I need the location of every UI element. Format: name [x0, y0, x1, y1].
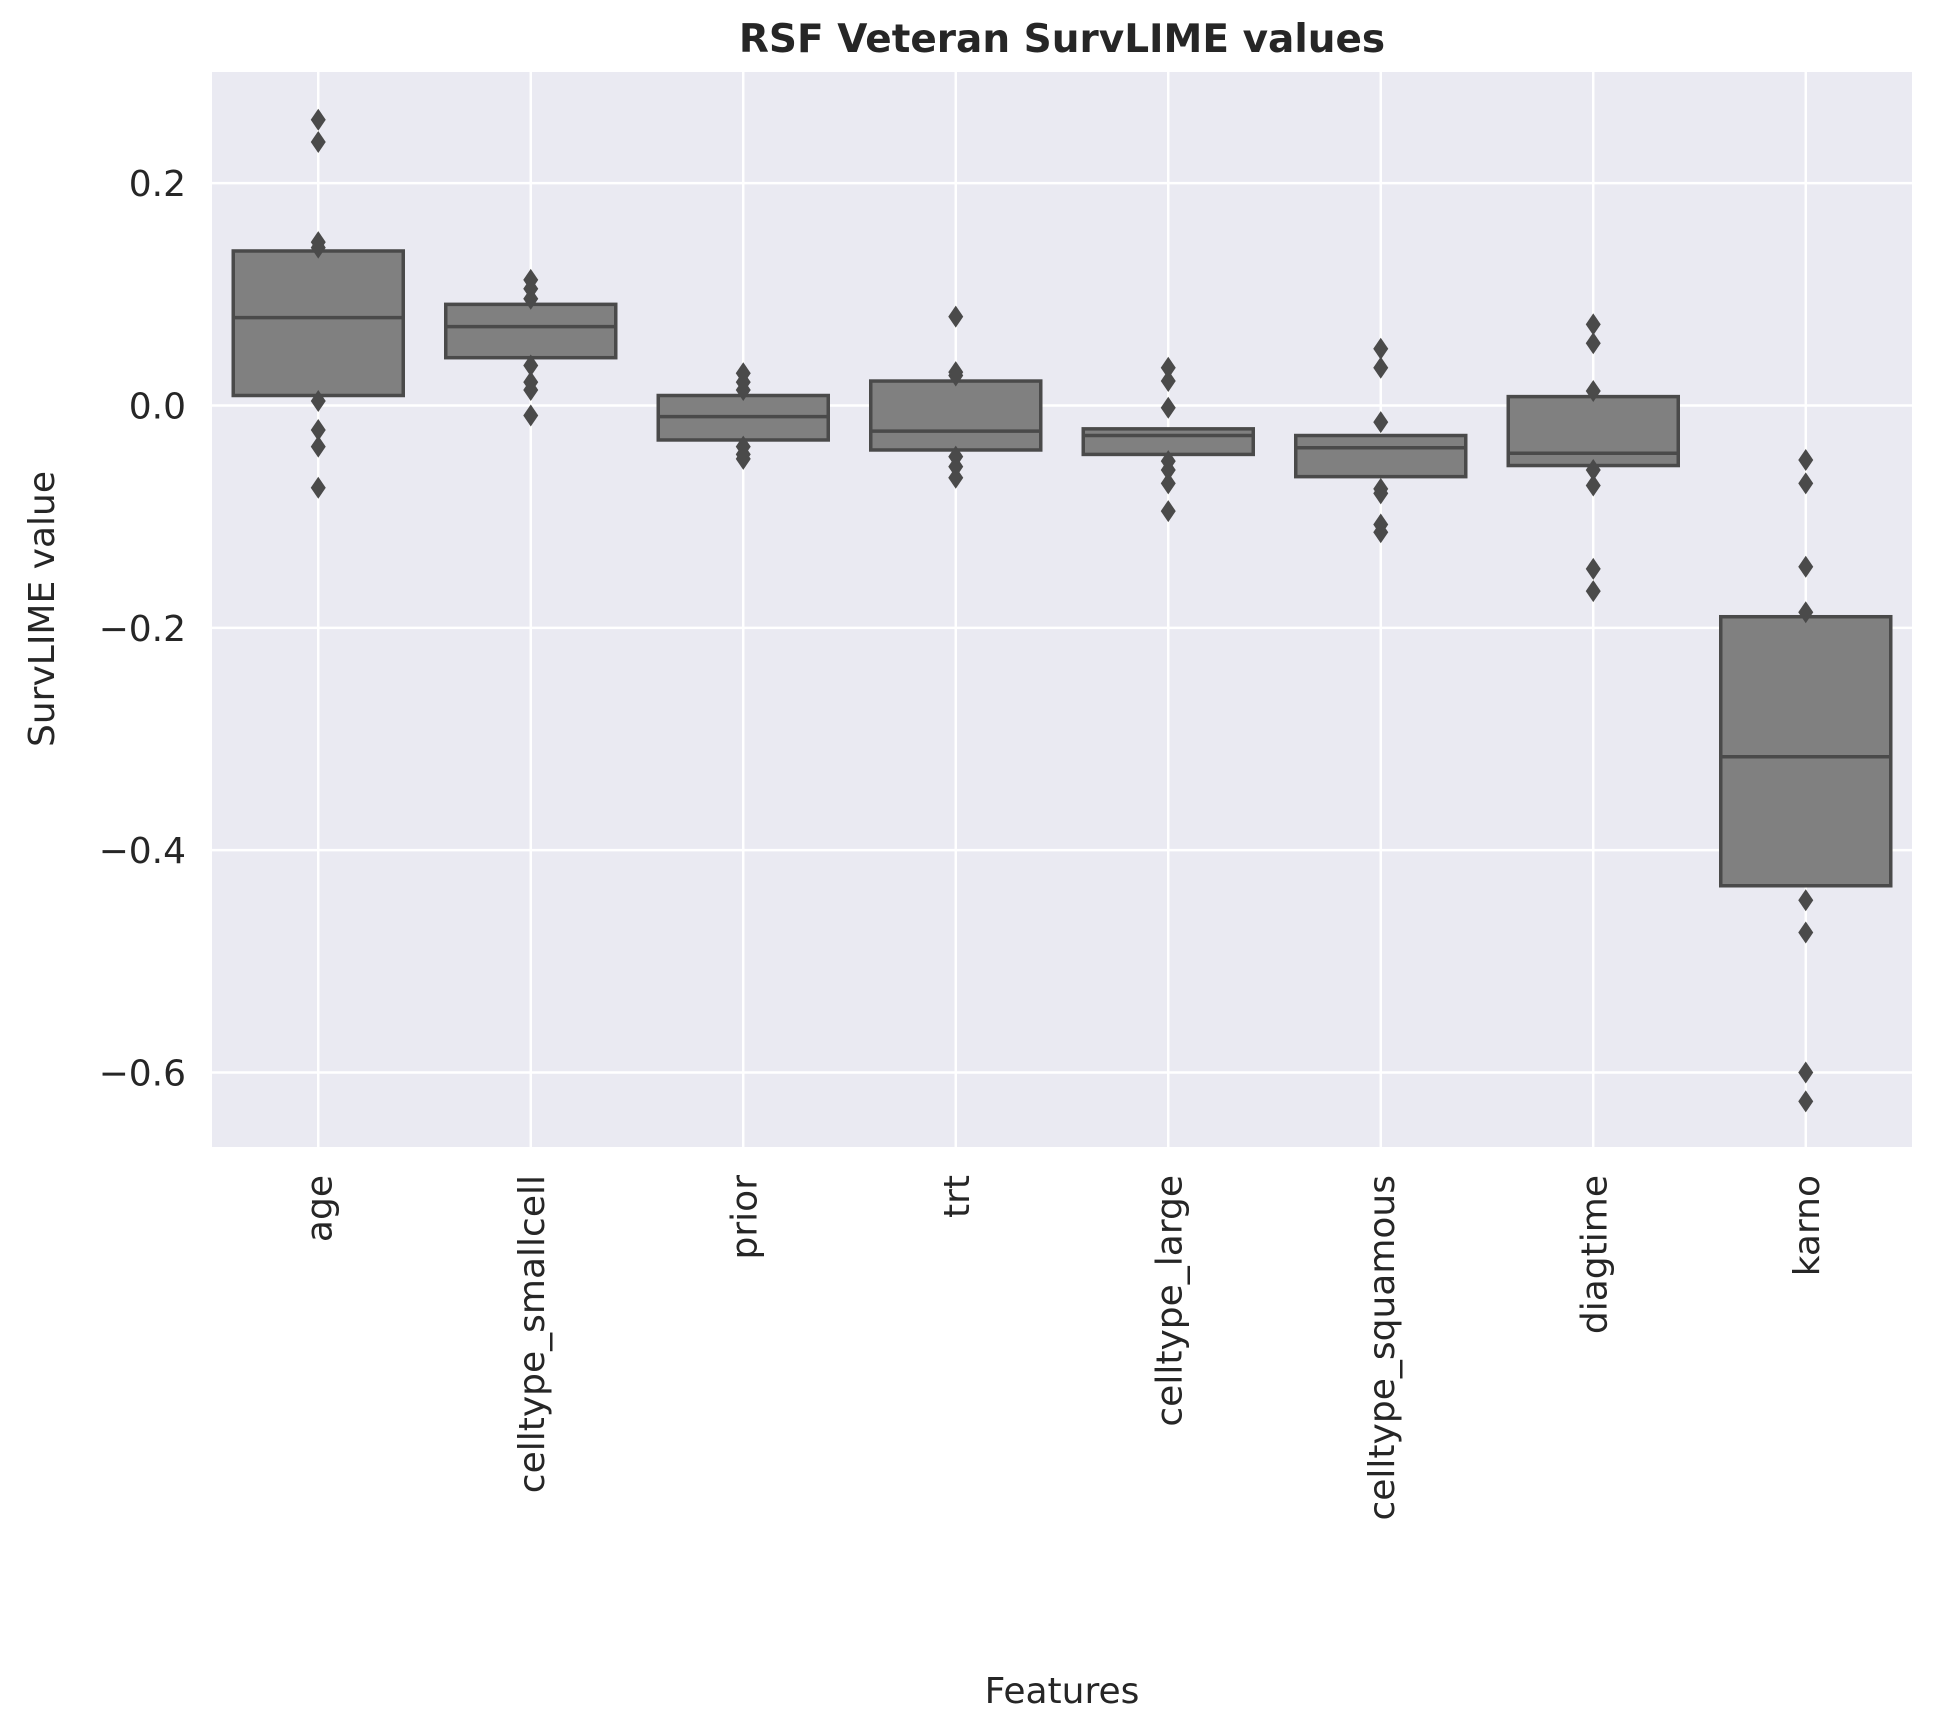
box — [444, 302, 618, 360]
flier-point — [1585, 458, 1601, 481]
box-group-age — [231, 108, 405, 499]
box — [869, 379, 1043, 452]
flier-point — [1585, 332, 1601, 355]
flier-point — [1373, 482, 1389, 505]
flier-point — [1160, 458, 1176, 481]
flier-point — [1160, 472, 1176, 495]
flier-point — [1798, 1061, 1814, 1084]
plot-background — [212, 72, 1912, 1147]
x-axis-title: Features — [985, 1671, 1140, 1712]
flier-point — [1160, 356, 1176, 379]
x-tick-label-trt: trt — [937, 1175, 978, 1218]
flier-point — [310, 476, 326, 499]
y-tick-label: −0.6 — [99, 1054, 186, 1095]
x-tick-label-prior: prior — [724, 1175, 765, 1260]
box-group-trt — [869, 305, 1043, 489]
flier-point — [310, 236, 326, 259]
flier-point — [1373, 337, 1389, 360]
flier-point — [1798, 448, 1814, 471]
flier-point — [1160, 500, 1176, 523]
flier-point — [1373, 411, 1389, 434]
flier-point — [1798, 555, 1814, 578]
box-group-celltype_large — [1081, 356, 1255, 523]
y-tick-label: 0.2 — [129, 164, 186, 205]
flier-point — [1585, 474, 1601, 497]
chart-title: RSF Veteran SurvLIME values — [739, 17, 1385, 62]
y-axis-ticks: 0.2 0.0 −0.2 −0.4 −0.6 — [99, 164, 186, 1094]
y-tick-label: −0.4 — [99, 831, 186, 872]
box-series — [231, 108, 1893, 1113]
flier-point — [523, 354, 539, 377]
box-group-celltype_squamous — [1294, 337, 1468, 544]
flier-point — [310, 418, 326, 441]
y-tick-label: 0.0 — [129, 387, 186, 428]
x-axis-ticks: age celltype_smallcell prior trt celltype_la… — [299, 1175, 1828, 1521]
flier-point — [948, 455, 964, 478]
flier-point — [1160, 370, 1176, 393]
flier-point — [948, 364, 964, 387]
box — [231, 249, 405, 398]
flier-point — [1585, 313, 1601, 336]
flier-point — [1585, 380, 1601, 403]
flier-point — [1373, 356, 1389, 379]
box-group-prior — [656, 362, 830, 470]
x-tick-label-diagtime: diagtime — [1574, 1175, 1615, 1334]
x-tick-label-age: age — [299, 1175, 340, 1242]
box-group-celltype_smallcell — [444, 268, 618, 427]
flier-point — [310, 131, 326, 154]
flier-point — [948, 305, 964, 328]
x-tick-label-karno: karno — [1787, 1175, 1828, 1276]
flier-point — [948, 466, 964, 489]
x-tick-label-celltype_large: celltype_large — [1149, 1175, 1190, 1427]
flier-point — [735, 447, 751, 470]
flier-point — [523, 378, 539, 401]
flier-point — [523, 404, 539, 427]
box-group-karno — [1719, 448, 1893, 1113]
box — [1294, 433, 1468, 479]
x-tick-label-celltype_smallcell: celltype_smallcell — [512, 1175, 553, 1493]
flier-point — [1373, 521, 1389, 544]
flier-point — [1798, 601, 1814, 624]
flier-point — [310, 390, 326, 413]
flier-point — [1798, 472, 1814, 495]
flier-point — [1585, 580, 1601, 603]
flier-point — [1798, 889, 1814, 912]
flier-point — [1798, 921, 1814, 944]
box — [1506, 394, 1680, 468]
y-tick-label: −0.2 — [99, 609, 186, 650]
flier-point — [1585, 557, 1601, 580]
x-tick-label-celltype_squamous: celltype_squamous — [1362, 1175, 1403, 1521]
flier-point — [735, 378, 751, 401]
box — [1719, 614, 1893, 888]
y-axis-title: SurvLIME value — [22, 471, 63, 747]
flier-point — [1798, 1090, 1814, 1113]
flier-point — [1160, 396, 1176, 419]
flier-point — [523, 287, 539, 310]
flier-point — [310, 435, 326, 458]
box-group-diagtime — [1506, 313, 1680, 603]
flier-point — [310, 108, 326, 131]
